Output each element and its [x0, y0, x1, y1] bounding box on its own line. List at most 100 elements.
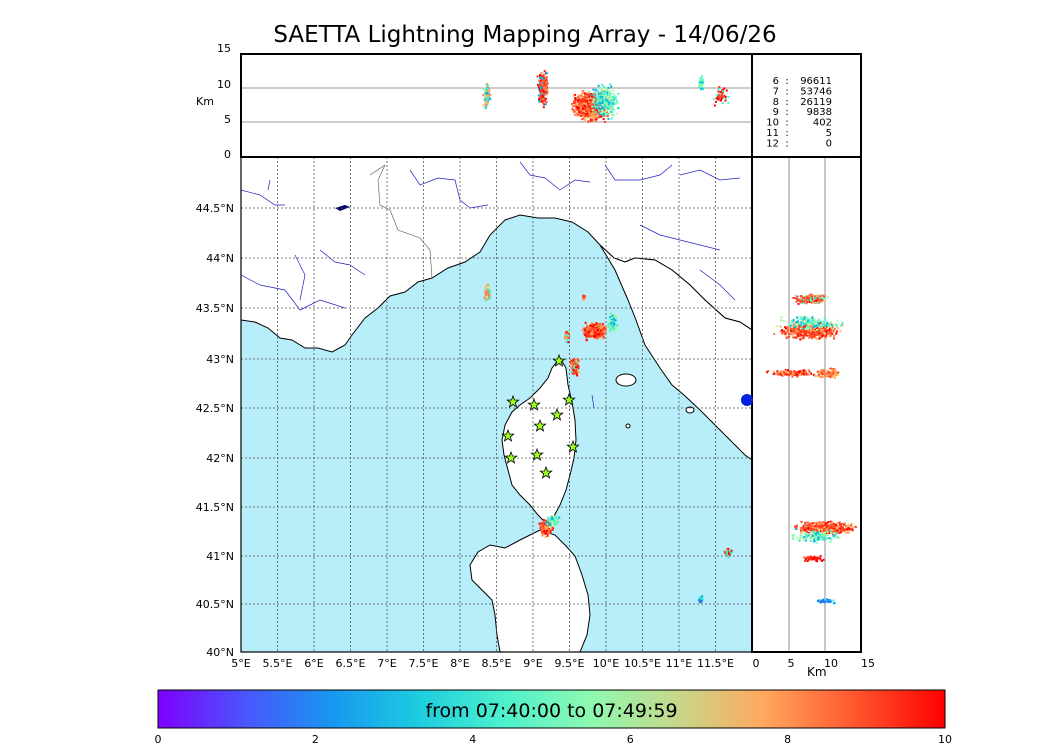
altitude-source [577, 99, 580, 102]
altitude-source [600, 113, 603, 116]
altitude-source [602, 113, 605, 116]
altitude-source [607, 107, 610, 109]
altitude-source [603, 85, 605, 88]
lightning-source [603, 330, 606, 333]
altitude-source [591, 97, 593, 100]
lightning-source [544, 535, 547, 538]
latitude-source [810, 328, 813, 331]
lightning-source [564, 340, 567, 343]
altitude-source [485, 88, 488, 91]
altitude-source [582, 111, 585, 114]
lightning-source [602, 336, 605, 339]
altitude-source [579, 108, 582, 111]
latitude-source [815, 333, 818, 336]
altitude-source [592, 109, 595, 112]
altitude-source [723, 87, 726, 90]
latitude-source [794, 297, 797, 300]
altitude-source [608, 101, 611, 104]
latitude-source [794, 527, 797, 530]
latitude-source [821, 300, 823, 303]
latitude-source [833, 530, 836, 533]
latitude-source [794, 336, 797, 339]
latitude-source [811, 330, 814, 332]
latitude-source [833, 536, 836, 539]
latitude-source [810, 295, 813, 298]
latitude-source [785, 373, 788, 376]
latitude-source [815, 541, 818, 544]
latitude-source [820, 533, 823, 536]
altitude-source [591, 101, 594, 104]
latitude-source [801, 299, 804, 302]
latitude-source [814, 324, 817, 327]
altitude-source [606, 97, 608, 100]
latitude-source [814, 522, 816, 525]
altitude-source [601, 103, 604, 106]
lightning-source [593, 331, 596, 334]
latitude-source [795, 374, 798, 376]
altitude-source [722, 90, 725, 92]
latitude-source [787, 335, 790, 338]
latitude-source [822, 294, 824, 297]
right-tick-label: 5 [788, 657, 795, 670]
latitude-source [831, 375, 834, 378]
right-tick-label: 0 [753, 657, 760, 670]
altitude-source [601, 102, 604, 104]
altitude-source [699, 88, 702, 91]
lightning-source [594, 325, 597, 327]
river [639, 224, 721, 251]
latitude-source [767, 370, 770, 373]
latitude-source [816, 538, 819, 541]
latitude-source [796, 328, 799, 331]
map-panel [241, 157, 752, 652]
altitude-source [582, 101, 585, 104]
latitude-source [843, 522, 846, 525]
lightning-source [576, 362, 579, 365]
lightning-source [600, 324, 603, 327]
latitude-source [829, 375, 832, 378]
latitude-source [837, 525, 840, 528]
latitude-source [813, 335, 816, 338]
latitude-source [833, 526, 836, 529]
altitude-source [596, 90, 599, 93]
latitude-source [823, 528, 826, 531]
lightning-source [555, 522, 558, 525]
altitude-source [699, 78, 702, 81]
lightning-source [612, 325, 615, 328]
latitude-source [820, 325, 823, 328]
altitude-source [541, 100, 544, 103]
altitude-source [594, 112, 597, 115]
altitude-source [575, 97, 578, 100]
altitude-source [574, 98, 577, 100]
latitude-source [787, 374, 790, 377]
altitude-source [540, 94, 543, 97]
altitude-source [615, 100, 618, 103]
altitude-source [543, 82, 546, 84]
latitude-source [800, 534, 803, 537]
latitude-source [803, 556, 806, 559]
latitude-source [810, 556, 813, 559]
lightning-source [571, 370, 573, 373]
latitude-source [807, 528, 810, 531]
latitude-source [805, 524, 807, 527]
latitude-source [847, 527, 850, 530]
lightning-source [594, 335, 597, 338]
lightning-source [542, 528, 545, 531]
altitude-source [599, 98, 602, 101]
latitude-source [825, 525, 828, 528]
lightning-source [610, 316, 613, 319]
altitude-source [594, 120, 597, 123]
latitude-source [804, 299, 807, 301]
latitude-source [798, 371, 800, 374]
altitude-source [540, 75, 543, 77]
latitude-source [828, 324, 831, 327]
lightning-source [542, 524, 545, 527]
latitude-source [797, 298, 800, 301]
lightning-source [595, 337, 598, 340]
latitude-source [803, 296, 806, 299]
altitude-source [587, 120, 590, 123]
lightning-source [553, 520, 556, 523]
altitude-source [699, 83, 702, 86]
altitude-source [578, 95, 581, 98]
latitude-source [803, 336, 806, 339]
altitude-source [541, 83, 544, 86]
